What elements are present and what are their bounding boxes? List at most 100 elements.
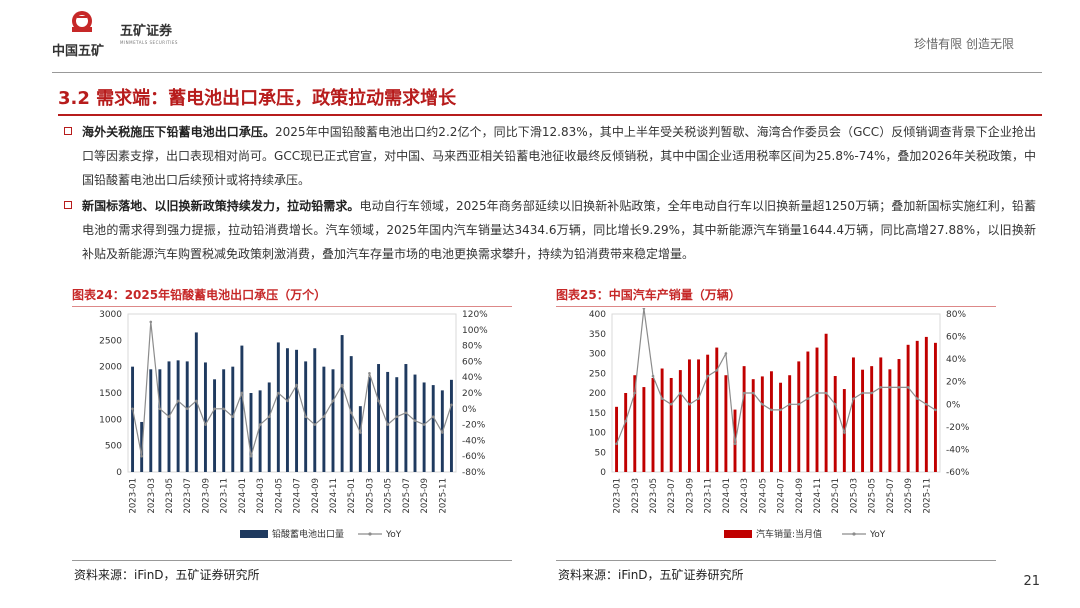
yoy-point bbox=[624, 419, 627, 423]
chart-1-source: 资料来源：iFinD，五矿证券研究所 bbox=[74, 568, 260, 582]
bar bbox=[851, 357, 855, 472]
bar bbox=[915, 340, 919, 472]
yoy-point bbox=[797, 402, 801, 406]
bar bbox=[313, 348, 317, 472]
yoy-point bbox=[852, 397, 855, 400]
yoy-point bbox=[359, 431, 362, 434]
yoy-point bbox=[404, 411, 408, 415]
yoy-point bbox=[824, 391, 828, 395]
yoy-point bbox=[185, 407, 189, 411]
bullet-2-bold: 新国标落地、以旧换新政策持续发力，拉动铅需求。 bbox=[82, 199, 360, 213]
bullet-1-text: 海外关税施压下铅蓄电池出口承压。2025年中国铅酸蓄电池出口约2.2亿个，同比下… bbox=[82, 120, 1036, 192]
bar bbox=[642, 387, 646, 472]
chart-2-source: 资料来源：iFinD，五矿证券研究所 bbox=[558, 568, 744, 582]
yoy-point bbox=[204, 423, 207, 426]
yoy-point bbox=[633, 391, 637, 395]
bar bbox=[149, 369, 153, 472]
x-tick-label: 2025-07 bbox=[402, 478, 412, 514]
bar bbox=[687, 359, 691, 472]
plot-frame bbox=[127, 313, 457, 473]
bar bbox=[185, 361, 189, 472]
yoy-point bbox=[642, 308, 646, 310]
legend-bar-label: 铅酸蓄电池出口量 bbox=[272, 528, 344, 540]
yoy-point bbox=[140, 454, 143, 458]
bar bbox=[231, 366, 235, 472]
bar bbox=[615, 406, 619, 472]
bar bbox=[377, 364, 381, 472]
yoy-point bbox=[815, 391, 819, 395]
bar bbox=[788, 375, 792, 472]
yoy-point bbox=[349, 411, 353, 415]
bar bbox=[933, 342, 937, 472]
slogan: 珍惜有限 创造无限 bbox=[914, 37, 1014, 51]
y-left-tick-label: 0 bbox=[116, 468, 122, 478]
bullet-1: 海外关税施压下铅蓄电池出口承压。2025年中国铅酸蓄电池出口约2.2亿个，同比下… bbox=[64, 120, 1036, 192]
bar bbox=[358, 406, 362, 472]
yoy-point bbox=[331, 399, 335, 403]
x-tick-label: 2025-09 bbox=[904, 478, 914, 514]
page-number: 21 bbox=[1023, 574, 1040, 589]
yoy-point bbox=[751, 391, 755, 395]
bar bbox=[340, 335, 344, 472]
y-left-tick-label: 300 bbox=[589, 350, 606, 360]
x-tick-label: 2023-05 bbox=[649, 478, 659, 514]
y-right-tick-label: 20% bbox=[462, 389, 482, 399]
yoy-point bbox=[861, 391, 864, 395]
yoy-point bbox=[651, 374, 655, 378]
chart-1-bottom-line bbox=[72, 560, 512, 561]
yoy-point bbox=[688, 402, 691, 406]
yoy-point bbox=[313, 423, 317, 426]
title-underline bbox=[58, 114, 1042, 116]
legend-bar-swatch bbox=[724, 530, 752, 538]
x-tick-label: 2024-01 bbox=[238, 478, 248, 514]
y-right-tick-label: -20% bbox=[462, 421, 486, 431]
bar bbox=[413, 374, 417, 472]
y-right-tick-label: -60% bbox=[946, 468, 970, 478]
yoy-point bbox=[843, 431, 846, 434]
bar bbox=[760, 376, 764, 472]
yoy-line bbox=[616, 308, 936, 445]
bar bbox=[404, 364, 408, 472]
chart-1-title-line bbox=[72, 306, 512, 307]
bar bbox=[797, 361, 801, 472]
legend-line-label: YoY bbox=[385, 530, 402, 540]
cmc-logo: 中国五矿 bbox=[52, 10, 112, 60]
y-right-tick-label: -60% bbox=[462, 452, 486, 462]
bar bbox=[367, 377, 371, 472]
plot-frame bbox=[611, 313, 941, 473]
x-tick-label: 2025-05 bbox=[384, 478, 394, 514]
bar bbox=[715, 347, 719, 472]
y-right-tick-label: 120% bbox=[462, 310, 488, 320]
yoy-point bbox=[240, 391, 244, 395]
bar bbox=[724, 375, 728, 472]
yoy-point bbox=[724, 352, 728, 355]
bar bbox=[660, 368, 664, 472]
x-tick-label: 2024-05 bbox=[758, 478, 768, 514]
yoy-point bbox=[450, 403, 453, 407]
y-right-tick-label: 100% bbox=[462, 326, 488, 336]
y-right-tick-label: 60% bbox=[946, 333, 966, 343]
bar bbox=[176, 360, 180, 472]
yoy-point bbox=[733, 442, 737, 446]
yoy-point bbox=[322, 415, 326, 418]
yoy-point bbox=[158, 407, 162, 411]
x-tick-label: 2025-05 bbox=[868, 478, 878, 514]
x-tick-label: 2024-09 bbox=[795, 478, 805, 514]
brand-name: 五矿证券 bbox=[120, 24, 173, 39]
x-tick-label: 2023-01 bbox=[129, 478, 139, 514]
x-tick-label: 2025-11 bbox=[438, 478, 448, 514]
yoy-point bbox=[870, 391, 873, 395]
header-divider bbox=[52, 72, 1042, 73]
bar bbox=[213, 379, 217, 472]
y-left-tick-label: 2000 bbox=[99, 363, 122, 373]
y-left-tick-label: 150 bbox=[589, 409, 606, 419]
bar bbox=[258, 390, 262, 472]
x-tick-label: 2024-11 bbox=[813, 478, 823, 514]
bar bbox=[870, 366, 874, 472]
logo-text: 中国五矿 bbox=[52, 44, 105, 59]
x-tick-label: 2023-07 bbox=[667, 478, 677, 514]
y-right-tick-label: 60% bbox=[462, 357, 482, 367]
bullet-1-body: 2025年中国铅酸蓄电池出口约2.2亿个，同比下滑12.83%，其中上半年受关税… bbox=[82, 125, 1036, 187]
bar bbox=[386, 371, 390, 472]
yoy-point bbox=[340, 383, 344, 387]
